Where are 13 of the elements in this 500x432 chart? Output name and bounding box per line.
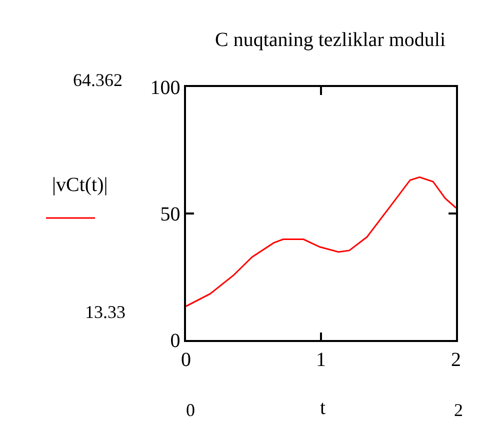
y-tick-label: 0 <box>170 330 180 352</box>
text: 0 <box>186 400 195 420</box>
line-series <box>186 176 456 308</box>
chart-title: C nuqtaning tezliklar moduli <box>215 29 446 51</box>
x-tick-label: 2 <box>451 348 461 371</box>
y-axis-title: |vCt(t)| <box>52 174 108 196</box>
text: 13.33 <box>85 302 126 322</box>
y-tick-label: 100 <box>150 77 180 99</box>
text: 2 <box>454 400 463 420</box>
y-tick-label: 50 <box>160 204 180 226</box>
x-tick-label: 1 <box>316 348 326 371</box>
x-axis-title: t <box>320 397 326 419</box>
text: 64.362 <box>73 70 122 90</box>
